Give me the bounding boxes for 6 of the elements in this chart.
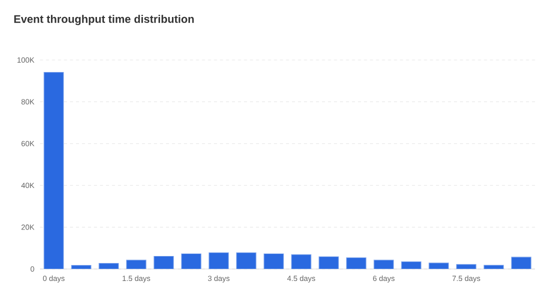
bar — [44, 72, 64, 269]
bar — [208, 252, 229, 269]
chart-title: Event throughput time distribution — [14, 14, 194, 26]
bar — [181, 253, 202, 269]
bar — [264, 253, 284, 269]
bar — [236, 252, 256, 269]
